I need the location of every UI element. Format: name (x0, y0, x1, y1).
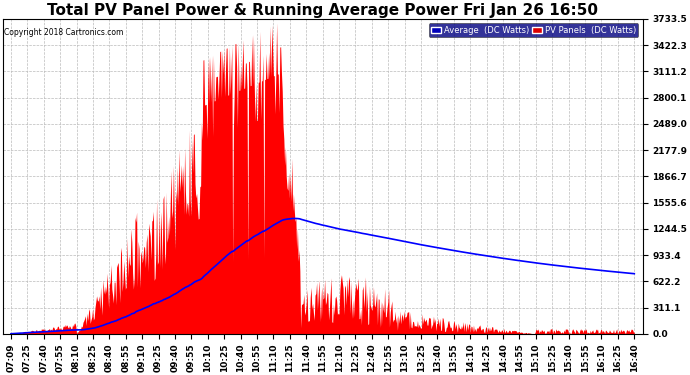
Text: Copyright 2018 Cartronics.com: Copyright 2018 Cartronics.com (4, 28, 124, 38)
Legend: Average  (DC Watts), PV Panels  (DC Watts): Average (DC Watts), PV Panels (DC Watts) (428, 23, 638, 37)
Title: Total PV Panel Power & Running Average Power Fri Jan 26 16:50: Total PV Panel Power & Running Average P… (47, 3, 598, 18)
